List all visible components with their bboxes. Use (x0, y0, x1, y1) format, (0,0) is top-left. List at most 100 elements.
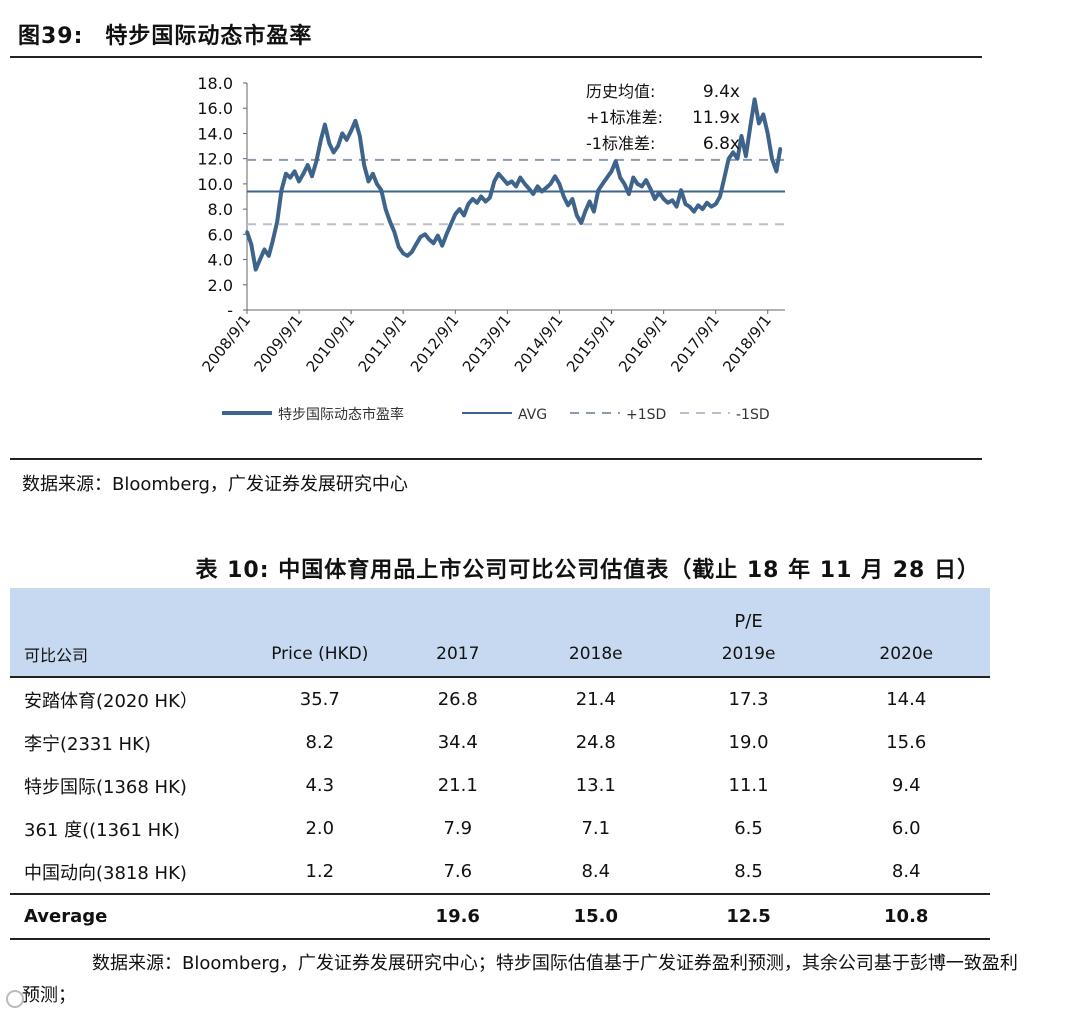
pe-data-point (379, 188, 383, 192)
legend-label: -1SD (736, 407, 770, 423)
x-tick-label: 2018/9/1 (719, 311, 775, 375)
pe-data-point (271, 239, 275, 243)
pe-data-point (609, 169, 614, 173)
table-row: 李宁(2331 HK) 8.2 34.4 24.8 19.0 15.6 (10, 721, 990, 764)
x-tick-label: 2011/9/1 (355, 311, 411, 375)
pe-data-point (314, 159, 318, 163)
pe-data-point (414, 242, 418, 246)
pe-data-point (327, 141, 331, 146)
table-source-note: 数据来源：Bloomberg，广发证券发展研究中心；特步国际估值基于广发证券盈利… (22, 953, 1018, 1006)
pe-data-point (757, 121, 761, 125)
pe-group-label: P/E (734, 611, 763, 632)
pe-data-point (675, 205, 679, 209)
x-tick-label: 2017/9/1 (667, 311, 723, 375)
pe-data-point (544, 186, 548, 190)
pe-data-point (340, 131, 344, 135)
pe-series-line (245, 97, 783, 272)
figure-title: 图39: 特步国际动态市盈率 (18, 18, 312, 50)
pe-data-point (267, 254, 271, 258)
pe-data-point (449, 222, 453, 226)
cell-pe-2019e: 19.0 (728, 732, 769, 753)
pe-data-point (653, 197, 657, 201)
pe-data-point (592, 210, 596, 214)
pe-data-point (727, 157, 731, 161)
pe-data-point (249, 242, 253, 246)
y-axis: - 2.0 4.0 6.0 8.0 10.0 12.0 14.0 16.0 18.0 (197, 74, 248, 320)
pe-data-point (279, 188, 284, 192)
pe-data-point (627, 192, 631, 196)
cell-pe-2018e: 7.1 (581, 818, 611, 839)
cell-pe-2017: 34.4 (437, 732, 478, 753)
pe-data-point (766, 131, 770, 135)
y-tick-label: 18.0 (197, 74, 233, 93)
pe-data-point (562, 194, 566, 199)
pe-data-point (683, 202, 688, 206)
pe-data-point (596, 188, 600, 192)
col-header-2018e: 2018e (516, 632, 675, 678)
pe-data-point (275, 220, 279, 224)
pe-data-point (427, 237, 431, 241)
pe-data-point (670, 198, 675, 202)
pe-data-point (583, 210, 587, 214)
pe-data-point (492, 179, 496, 183)
pe-data-point (761, 112, 765, 117)
pe-data-point (666, 201, 670, 205)
legend-label: AVG (518, 407, 547, 423)
x-tick-label: 2012/9/1 (407, 311, 463, 375)
table-header-row: 可比公司 Price (HKD) 2017 2018e 2019e 2020e (10, 632, 990, 678)
pe-data-point (701, 207, 705, 211)
cell-price: 1.2 (305, 861, 335, 882)
cell-pe-2019e: 8.5 (734, 861, 763, 882)
x-tick-label: 2015/9/1 (563, 311, 619, 375)
cell-company: 李宁(2331 HK) (24, 733, 151, 755)
pe-data-point (662, 197, 666, 201)
pe-data-point (778, 147, 782, 151)
pe-data-point (679, 188, 683, 192)
cell-price: 2.0 (305, 818, 335, 839)
cell-pe-2020e: 14.4 (886, 689, 927, 710)
pe-data-point (523, 182, 527, 186)
cell-pe-2017: 26.8 (437, 689, 478, 710)
annotation-label: +1标准差: (586, 108, 663, 127)
pe-data-point (245, 230, 249, 234)
pe-data-point (371, 172, 375, 176)
pe-data-point (366, 179, 371, 183)
annotation-value: 6.8x (703, 134, 740, 154)
cell-pe-2019e: 17.3 (728, 689, 769, 710)
cell-pe-2018e: 21.4 (575, 689, 616, 710)
pe-data-point (501, 177, 505, 181)
pe-data-point (336, 144, 340, 148)
pe-line-chart: - 2.0 4.0 6.0 8.0 10.0 12.0 14.0 16.0 18.0 2008/9… (197, 74, 785, 423)
cell-pe-2017: 7.6 (443, 861, 473, 882)
cell-pe-2017: 7.9 (443, 818, 473, 839)
pe-data-point (735, 157, 740, 161)
figure-top-rule (10, 56, 982, 58)
pe-data-point (284, 172, 288, 176)
pe-data-point (696, 203, 700, 207)
pe-data-point (739, 134, 744, 138)
cell-pe-2020e: 9.4 (891, 775, 921, 796)
chart-legend: 特步国际动态市盈率 AVG +1SD -1SD (222, 406, 770, 423)
pe-data-point (475, 201, 479, 205)
pe-data-point (540, 189, 544, 194)
cell-average-label: Average (10, 893, 241, 940)
annotation-label: -1标准差: (586, 134, 655, 153)
col-header-price: Price (HKD) (241, 632, 399, 678)
x-tick-label: 2010/9/1 (303, 311, 359, 375)
pe-data-point (436, 234, 440, 238)
x-axis: 2008/9/12009/9/12010/9/12011/9/12012/9/1… (198, 309, 785, 376)
cell-company: 安踏体育(2020 HK） (24, 690, 198, 712)
pe-data-point (293, 169, 297, 173)
pe-data-point (440, 244, 444, 248)
cell-price: 8.2 (305, 732, 335, 753)
cell-average-2018e: 15.0 (516, 893, 675, 940)
cell-pe-2020e: 8.4 (891, 861, 921, 882)
reference-lines (247, 158, 785, 226)
col-header-2020e: 2020e (822, 632, 990, 678)
x-tick-label: 2008/9/1 (198, 311, 254, 375)
series-pe (245, 97, 783, 272)
pe-data-point (353, 119, 357, 123)
cell-price: 35.7 (299, 689, 340, 710)
pe-data-point (622, 182, 627, 186)
pe-data-point (557, 182, 562, 186)
